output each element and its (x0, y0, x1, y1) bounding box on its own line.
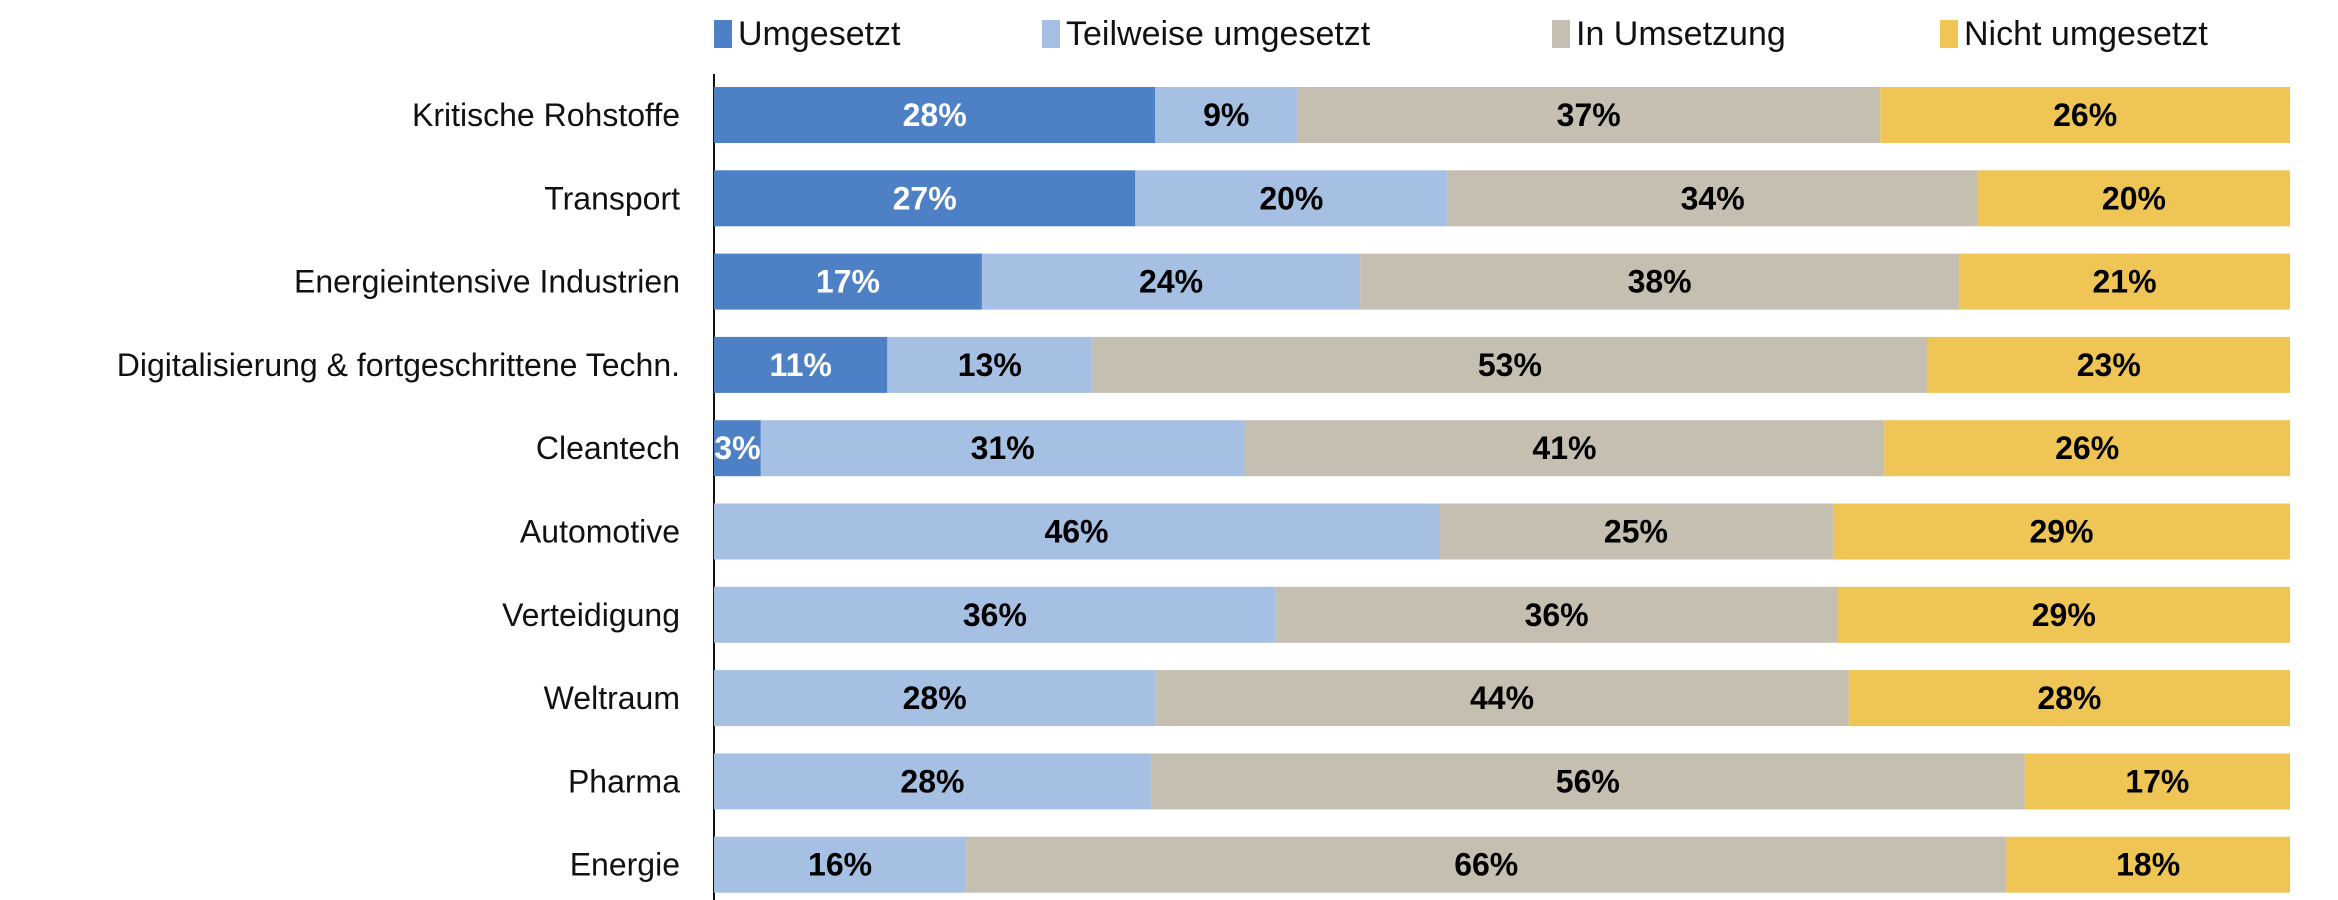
category-label: Transport (544, 180, 680, 216)
bar-segment (2024, 753, 2290, 810)
data-label: 66% (1454, 847, 1518, 883)
data-label: 31% (971, 430, 1035, 466)
data-label: 27% (893, 180, 957, 216)
data-label: 18% (2116, 847, 2180, 883)
bar-segment (1155, 670, 1849, 727)
bar-segment (714, 336, 888, 393)
bar-segment (1837, 586, 2290, 643)
bar-segment (1244, 420, 1885, 477)
bar-segment (887, 336, 1093, 393)
bar-segment (1977, 170, 2290, 227)
bar-segment (714, 253, 982, 310)
data-label: 3% (714, 430, 760, 466)
bar-segment (714, 753, 1151, 810)
category-label: Pharma (568, 763, 680, 799)
category-label: Energie (570, 847, 680, 883)
data-label: 29% (2032, 597, 2096, 633)
bar-segment (1438, 503, 1833, 560)
data-label: 20% (1259, 180, 1323, 216)
data-label: 17% (2125, 763, 2189, 799)
data-label: 56% (1556, 763, 1620, 799)
bar-segment (1275, 586, 1838, 643)
data-label: 13% (958, 347, 1022, 383)
data-label: 11% (770, 347, 832, 383)
bar-segment (1150, 753, 2025, 810)
bar-segment (1832, 503, 2290, 560)
bar-segment (714, 670, 1156, 727)
bar-segment (1092, 336, 1928, 393)
bar-segment (714, 836, 967, 893)
bar-segment (981, 253, 1361, 310)
data-label: 9% (1203, 97, 1249, 133)
bar-segment (1135, 170, 1448, 227)
data-label: 20% (2102, 180, 2166, 216)
data-label: 28% (903, 97, 967, 133)
bar-segment (1959, 253, 2290, 310)
data-label: 16% (808, 847, 872, 883)
data-label: 26% (2055, 430, 2119, 466)
data-label: 17% (816, 264, 880, 300)
legend-swatch (1940, 20, 1958, 48)
data-label: 24% (1139, 264, 1203, 300)
bar-segment (1297, 87, 1881, 143)
bar-segment (760, 420, 1245, 477)
data-label: 28% (900, 763, 964, 799)
bar-segment (1927, 336, 2290, 393)
category-label: Kritische Rohstoffe (412, 97, 680, 133)
legend-label: Nicht umgesetzt (1964, 15, 2208, 53)
data-label: 37% (1557, 97, 1621, 133)
bar-segment (714, 503, 1439, 560)
data-label: 36% (963, 597, 1027, 633)
bar-segment (714, 87, 1156, 143)
bar-segment (966, 836, 2007, 893)
data-label: 46% (1044, 514, 1108, 550)
category-label: Weltraum (544, 680, 680, 716)
legend-label: Umgesetzt (738, 15, 901, 53)
category-label: Energieintensive Industrien (294, 264, 680, 300)
category-label: Digitalisierung & fortgeschrittene Techn… (117, 347, 680, 383)
bar-segment (1848, 670, 2290, 727)
bar-segment (714, 170, 1136, 227)
bar-segment (1447, 170, 1978, 227)
legend-swatch (714, 20, 732, 48)
data-label: 36% (1525, 597, 1589, 633)
bar-segment (1155, 87, 1298, 143)
data-label: 38% (1628, 264, 1692, 300)
bar-segment (1884, 420, 2290, 477)
data-label: 28% (2037, 680, 2101, 716)
data-label: 26% (2053, 97, 2117, 133)
data-label: 25% (1604, 514, 1668, 550)
legend-label: In Umsetzung (1576, 15, 1786, 53)
data-label: 21% (2092, 264, 2156, 300)
legend-swatch (1552, 20, 1570, 48)
data-label: 34% (1681, 180, 1745, 216)
category-label: Automotive (520, 514, 680, 550)
data-label: 41% (1532, 430, 1596, 466)
bar-segment (2006, 836, 2290, 893)
category-label: Cleantech (536, 430, 680, 466)
data-label: 29% (2029, 514, 2093, 550)
data-label: 28% (903, 680, 967, 716)
bar-segment (1880, 87, 2290, 143)
data-label: 44% (1470, 680, 1534, 716)
bar-segment (714, 420, 761, 477)
bar-segment (714, 586, 1276, 643)
data-label: 53% (1478, 347, 1542, 383)
legend-swatch (1042, 20, 1060, 48)
bar-segment (1360, 253, 1960, 310)
category-label: Verteidigung (502, 597, 680, 633)
data-label: 23% (2077, 347, 2141, 383)
legend-label: Teilweise umgesetzt (1066, 15, 1371, 53)
